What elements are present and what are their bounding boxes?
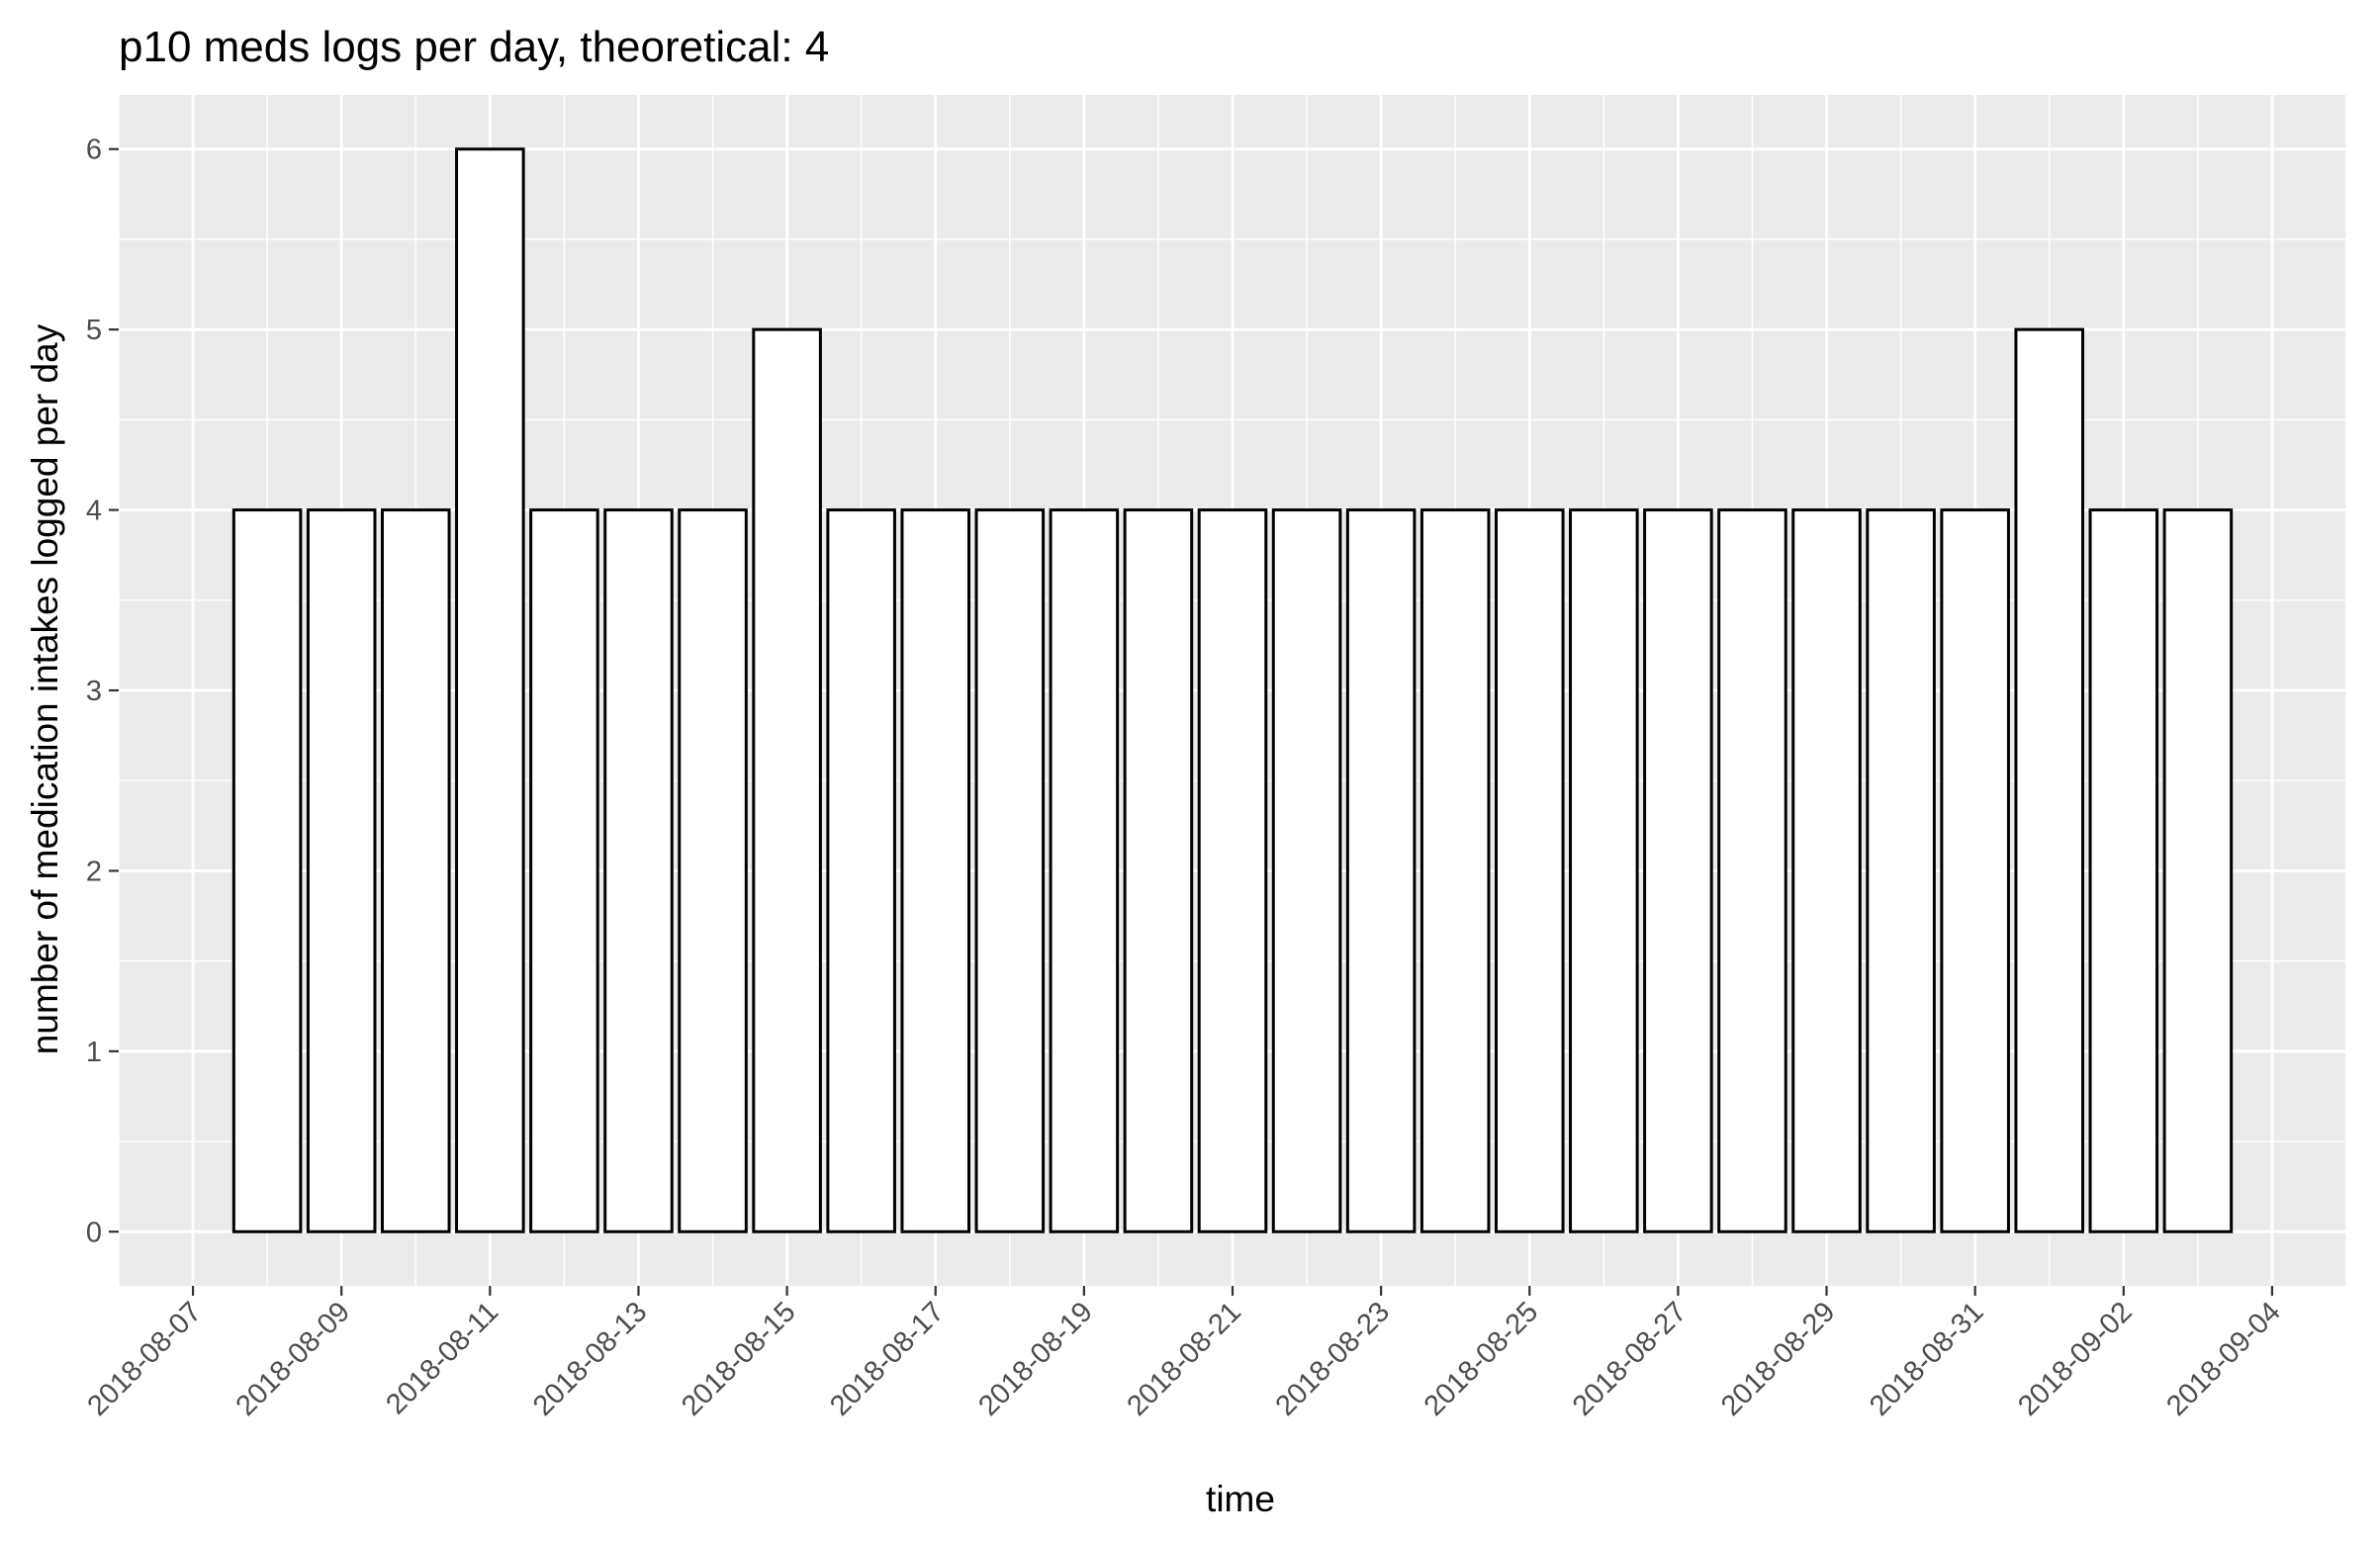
bar — [603, 508, 674, 1233]
bar — [1569, 508, 1639, 1233]
bar — [529, 508, 599, 1233]
bar — [1940, 508, 2010, 1233]
bar — [380, 508, 451, 1233]
y-tick-label: 4 — [86, 496, 102, 527]
bar — [2162, 508, 2234, 1233]
y-axis: 0 1 2 3 4 5 6 — [86, 135, 119, 1248]
bar — [2014, 327, 2085, 1233]
bar — [1643, 508, 1713, 1233]
y-tick-label: 3 — [86, 676, 102, 707]
x-axis-label: time — [1206, 1479, 1275, 1519]
bar — [306, 508, 377, 1233]
bar — [974, 508, 1046, 1233]
bar — [1049, 508, 1120, 1233]
y-tick-label: 5 — [86, 315, 102, 346]
bar — [1197, 508, 1268, 1233]
bar — [2088, 508, 2159, 1233]
chart-title: p10 meds logs per day, theoretical: 4 — [119, 23, 829, 71]
bar — [1791, 508, 1862, 1233]
y-tick-label: 2 — [86, 856, 102, 887]
bar — [1345, 508, 1417, 1233]
bars — [231, 147, 2234, 1233]
bar — [678, 508, 748, 1233]
bar — [1866, 508, 1936, 1233]
bar — [1419, 508, 1491, 1233]
y-axis-label: number of medication intakes logged per … — [25, 323, 65, 1054]
bar — [231, 508, 303, 1233]
bar — [900, 508, 971, 1233]
bar — [1494, 508, 1565, 1233]
bar — [1271, 508, 1342, 1233]
bar — [752, 327, 822, 1233]
y-tick-label: 6 — [86, 135, 102, 166]
y-tick-label: 1 — [86, 1037, 102, 1068]
bar — [455, 147, 525, 1233]
bar — [1717, 508, 1787, 1233]
y-tick-label: 0 — [86, 1217, 102, 1248]
bar — [826, 508, 896, 1233]
bar — [1123, 508, 1194, 1233]
